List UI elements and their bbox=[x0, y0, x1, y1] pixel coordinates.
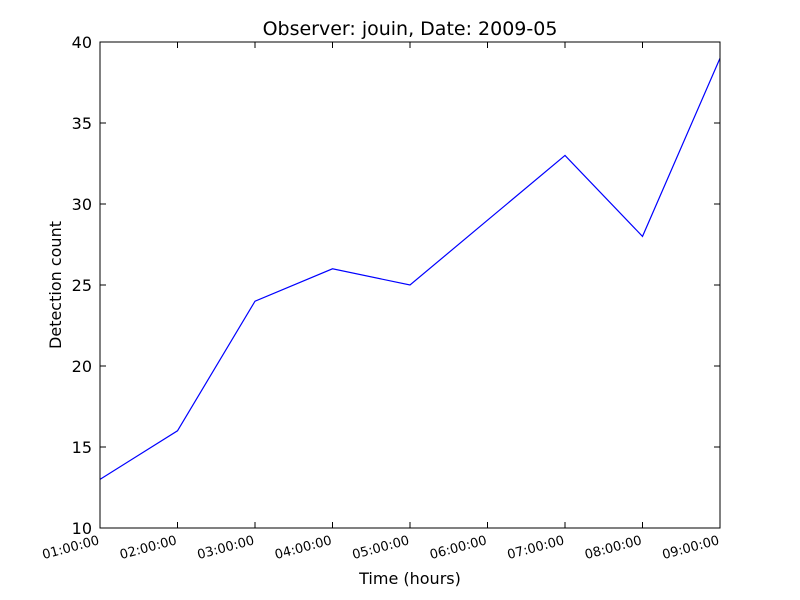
chart-title: Observer: jouin, Date: 2009-05 bbox=[263, 18, 558, 40]
y-tick-label: 30 bbox=[72, 195, 92, 214]
x-tick-label: 05:00:00 bbox=[351, 533, 411, 563]
x-tick-label: 03:00:00 bbox=[196, 533, 256, 563]
y-tick-label: 10 bbox=[72, 519, 92, 538]
y-axis-label: Detection count bbox=[46, 221, 65, 349]
x-tick-label: 02:00:00 bbox=[118, 533, 178, 563]
plot-frame bbox=[99, 41, 721, 529]
x-axis-label: Time (hours) bbox=[358, 569, 461, 588]
y-tick-label: 15 bbox=[72, 438, 92, 457]
x-tick-label: 06:00:00 bbox=[428, 533, 488, 563]
x-tick-label: 08:00:00 bbox=[583, 533, 643, 563]
series-layer bbox=[99, 57, 721, 480]
y-tick-label: 35 bbox=[72, 114, 92, 133]
y-tick-label: 40 bbox=[72, 33, 92, 52]
x-tick-label: 07:00:00 bbox=[506, 533, 566, 563]
series-line bbox=[99, 57, 721, 480]
x-tick-label: 04:00:00 bbox=[273, 533, 333, 563]
y-tick-label: 25 bbox=[72, 276, 92, 295]
x-tick-label: 09:00:00 bbox=[661, 533, 721, 563]
y-tick-label: 20 bbox=[72, 357, 92, 376]
